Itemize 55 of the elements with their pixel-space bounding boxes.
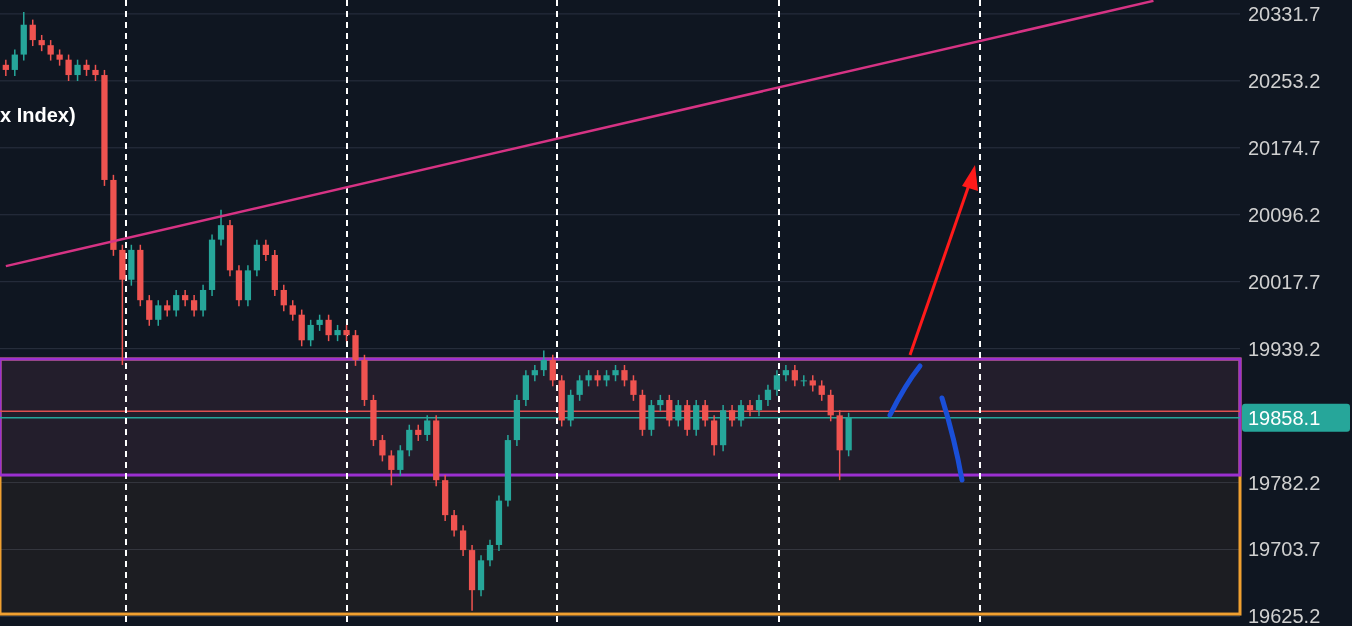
candlestick [262,238,269,262]
candlestick [182,289,189,307]
y-tick-label: 20017.7 [1248,270,1321,293]
candlestick [549,354,556,388]
y-tick-label: 20096.2 [1248,203,1321,226]
candlestick [827,389,834,423]
candlestick [307,319,314,348]
text: x Index) [0,104,76,126]
candlestick [155,299,162,327]
candlestick [791,364,798,388]
candlestick [459,524,467,557]
candlestick [74,58,81,82]
candlestick [217,209,225,247]
y-tick-label: 19625.2 [1248,605,1321,626]
candlestick [782,364,790,382]
candlestick [576,374,583,402]
candlestick [11,48,18,77]
candlestick [621,364,628,388]
candlestick [2,58,9,77]
candlestick [173,289,180,318]
y-tick-label: 19703.7 [1248,538,1321,561]
candlestick [388,449,395,487]
candlestick [486,539,494,568]
candlestick [764,383,772,407]
y-tick-label: 19782.2 [1248,471,1321,494]
candlestick [450,509,458,538]
candlestick [289,299,296,322]
candlestick [164,299,171,318]
candlestick [379,434,386,463]
candlestick [809,374,816,393]
y-tick-label: 20331.7 [1248,2,1321,25]
candlestick [199,284,207,318]
y-tick-label: 20174.7 [1248,136,1321,159]
candlestick [800,374,807,388]
candlestick [47,39,54,62]
candlestick [531,364,538,382]
candlestick [818,379,825,402]
y-tick-label: 19939.2 [1248,337,1321,360]
candlestick [325,313,332,342]
candlestick [146,294,153,327]
candlestick [773,369,781,397]
y-tick-label: 20253.2 [1248,69,1321,92]
candlestick [65,53,72,82]
candlestick [666,394,673,428]
candlestick [746,399,754,417]
candlestick [702,399,709,428]
candlestick [397,444,404,477]
candlestick [280,284,287,313]
candlestick [630,374,637,402]
candlestick [406,423,413,458]
candlestick [728,404,736,428]
ref-line-label: 19858.1 [1248,406,1321,429]
candlestick [540,349,547,377]
candlestick [190,294,198,318]
candlestick [29,18,36,47]
